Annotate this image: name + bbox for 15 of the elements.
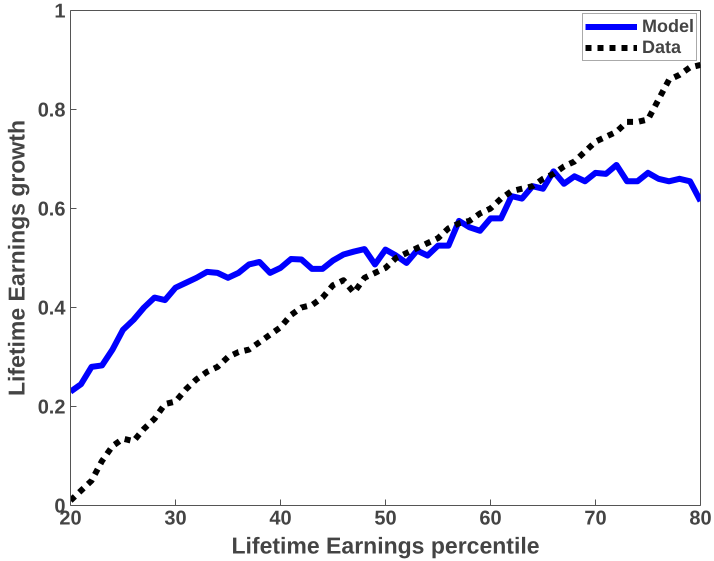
y-tick-label: 0.4 xyxy=(38,298,66,320)
x-tick-label: 60 xyxy=(479,508,502,530)
y-tick-label: 0.8 xyxy=(38,100,66,122)
x-axis-title: Lifetime Earnings percentile xyxy=(231,532,540,558)
x-tick-label: 80 xyxy=(689,508,712,530)
x-tick-label: 40 xyxy=(269,508,292,530)
y-tick-label: 1 xyxy=(54,0,66,22)
y-axis-title: Lifetime Earnings growth xyxy=(4,120,30,396)
legend-label: Model xyxy=(642,16,694,37)
y-tick-label: 0.6 xyxy=(38,198,66,220)
x-tick-label: 30 xyxy=(164,508,187,530)
x-tick-label: 50 xyxy=(374,508,397,530)
legend-label: Data xyxy=(642,37,682,58)
x-tick-label: 70 xyxy=(584,508,607,530)
y-tick-label: 0.2 xyxy=(38,396,66,418)
